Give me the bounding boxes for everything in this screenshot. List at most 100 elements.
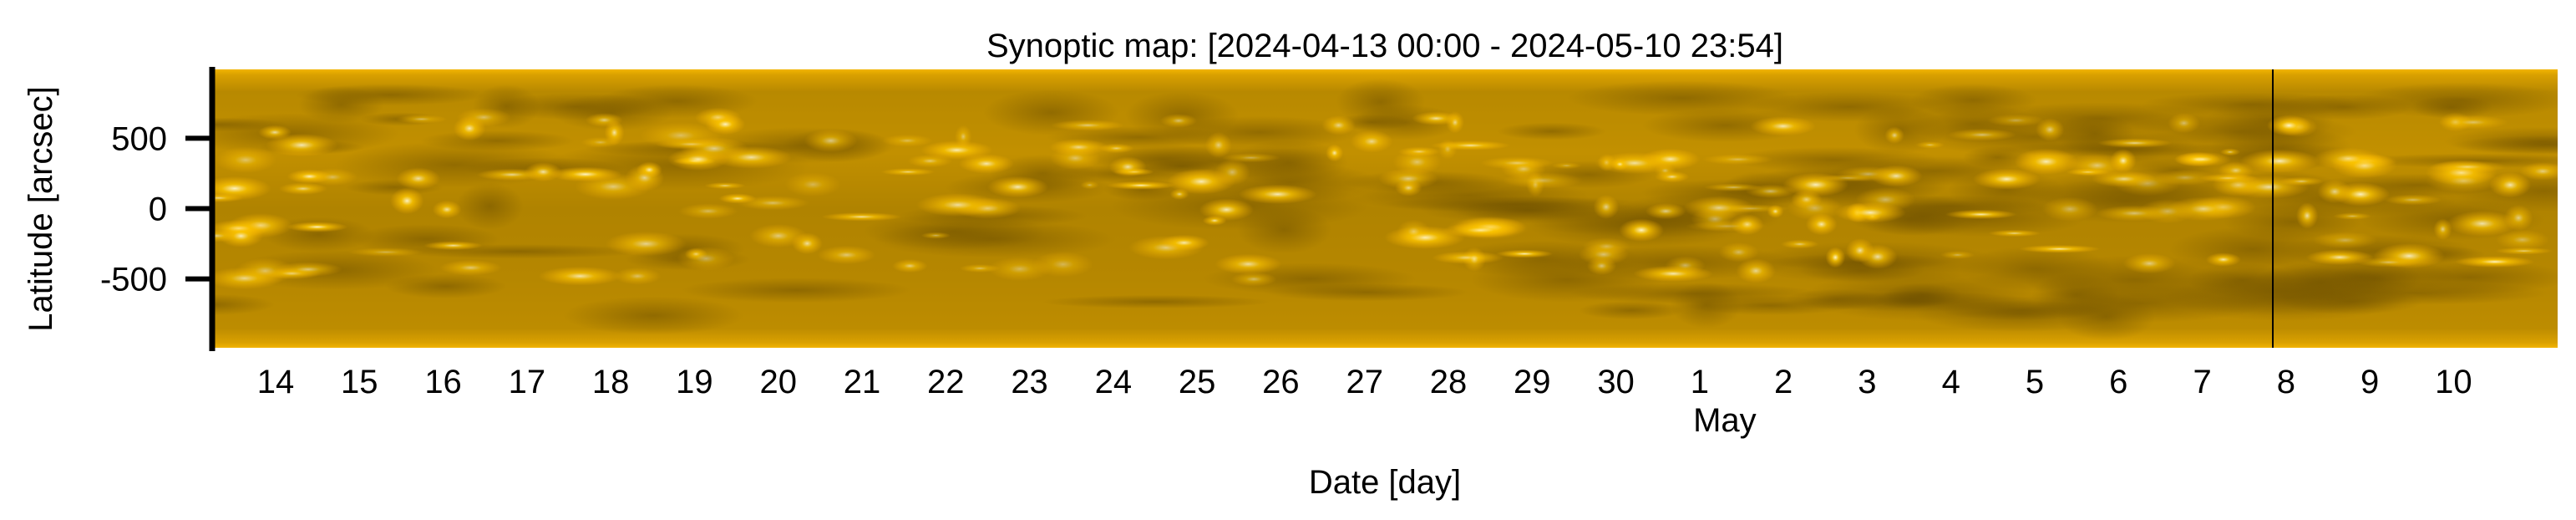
- bright-patch: [1159, 113, 1198, 128]
- x-tick-label: 17: [509, 364, 546, 400]
- y-axis-ticks: 500 0 -500: [100, 120, 212, 298]
- bright-patch: [212, 193, 244, 203]
- bright-patch: [1945, 209, 2017, 220]
- x-tick-label: 24: [1095, 364, 1133, 400]
- dark-patch: [1728, 146, 1939, 173]
- bright-patch: [2426, 169, 2502, 193]
- bright-patch: [1443, 222, 1519, 238]
- x-tick-label: 20: [759, 364, 797, 400]
- bright-patch: [1701, 154, 1773, 166]
- dark-patch: [298, 86, 384, 123]
- bright-patch: [1238, 184, 1317, 205]
- x-axis-tick-labels: 14 15 16 17 18 19 20 21 22 23 24 25 26 27 28 29 30 1 2 3 4 5 6…: [257, 364, 2472, 400]
- bright-patch: [212, 267, 283, 290]
- bright-patch: [2168, 113, 2201, 134]
- y-tick-label: 0: [149, 191, 167, 228]
- bright-patch: [2041, 196, 2098, 222]
- bright-patch: [2122, 253, 2176, 274]
- bright-patch: [1834, 201, 1906, 223]
- bright-patch: [2312, 232, 2378, 249]
- bright-patch: [2173, 151, 2232, 167]
- bright-patch: [680, 136, 748, 161]
- bright-patch: [1202, 215, 1227, 226]
- x-secondary-label-may: May: [1693, 402, 1757, 439]
- bright-patch: [636, 161, 662, 178]
- x-tick-label: 2: [1774, 364, 1793, 400]
- bright-patch: [1825, 247, 1846, 268]
- y-tick-label: -500: [100, 262, 167, 298]
- bright-patch: [1987, 114, 2045, 127]
- x-axis-label: Date [day]: [1309, 464, 1461, 501]
- y-axis-label: Latitude [arcsec]: [23, 86, 59, 332]
- bright-patch: [215, 146, 276, 174]
- bright-patch: [2494, 247, 2553, 255]
- bright-patch: [677, 247, 735, 271]
- bright-patch: [1586, 257, 1617, 276]
- bright-patch: [390, 187, 424, 215]
- x-tick-label: 22: [927, 364, 965, 400]
- dark-patch: [681, 278, 912, 303]
- bright-patch: [2153, 169, 2216, 186]
- chart-title: Synoptic map: [2024-04-13 00:00 - 2024-0…: [986, 28, 1783, 64]
- x-tick-label: 9: [2360, 364, 2379, 400]
- bright-patch: [2495, 229, 2549, 250]
- bright-patch: [423, 241, 484, 251]
- x-tick-label: 3: [1858, 364, 1876, 400]
- bright-patch: [1915, 141, 1945, 149]
- bright-patch: [476, 168, 547, 181]
- x-tick-label: 18: [592, 364, 630, 400]
- x-tick-label: 6: [2109, 364, 2127, 400]
- x-tick-label: 4: [1942, 364, 1960, 400]
- bright-patch: [1108, 156, 1147, 178]
- bright-patch: [1230, 272, 1277, 287]
- bright-patch: [605, 232, 687, 257]
- bright-patch: [986, 176, 1049, 198]
- bright-patch: [1640, 148, 1701, 171]
- bright-patch: [1787, 195, 1843, 222]
- bright-patch: [1392, 149, 1442, 176]
- bright-patch: [1610, 157, 1630, 171]
- dark-patch: [494, 93, 657, 120]
- bright-patch: [1438, 139, 1458, 160]
- bright-patch: [2455, 256, 2535, 268]
- bright-patch: [2296, 202, 2319, 229]
- dark-patch: [384, 273, 507, 299]
- bright-patch: [2205, 252, 2241, 267]
- bright-patch: [2355, 257, 2421, 268]
- dark-patch: [2188, 263, 2297, 298]
- bright-patch: [704, 182, 746, 190]
- x-tick-label: 15: [341, 364, 378, 400]
- bright-patch: [218, 224, 264, 247]
- bright-patch: [1780, 239, 1819, 249]
- bright-patch: [1412, 111, 1461, 125]
- bright-patch: [287, 222, 348, 232]
- bright-patch: [1321, 115, 1356, 135]
- bright-patch: [804, 129, 858, 153]
- x-tick-label: 14: [257, 364, 295, 400]
- bright-patch: [1593, 195, 1620, 219]
- bright-patch: [1397, 219, 1431, 244]
- bright-patch: [1214, 253, 1282, 275]
- bright-patch: [1858, 244, 1898, 269]
- bright-patch: [2267, 115, 2311, 136]
- bright-patch: [432, 200, 462, 219]
- bright-patch: [817, 245, 876, 265]
- bright-patch: [881, 134, 933, 147]
- bright-patch: [678, 203, 738, 219]
- bright-patch: [614, 267, 662, 285]
- bright-patch: [955, 125, 972, 149]
- bright-patch: [1050, 120, 1125, 131]
- dark-patch: [1914, 296, 2125, 332]
- bright-patch: [1988, 229, 2041, 237]
- x-tick-label: 19: [676, 364, 713, 400]
- x-tick-label: 23: [1011, 364, 1048, 400]
- bright-patch: [1884, 126, 1904, 145]
- x-tick-label: 27: [1346, 364, 1383, 400]
- dark-patch: [456, 182, 524, 230]
- bright-patch: [2018, 244, 2101, 253]
- bright-patch: [1080, 181, 1099, 190]
- bright-patch: [266, 133, 338, 157]
- bright-patch: [1204, 131, 1232, 159]
- dark-patch: [1497, 122, 1606, 140]
- bright-patch: [2219, 148, 2241, 156]
